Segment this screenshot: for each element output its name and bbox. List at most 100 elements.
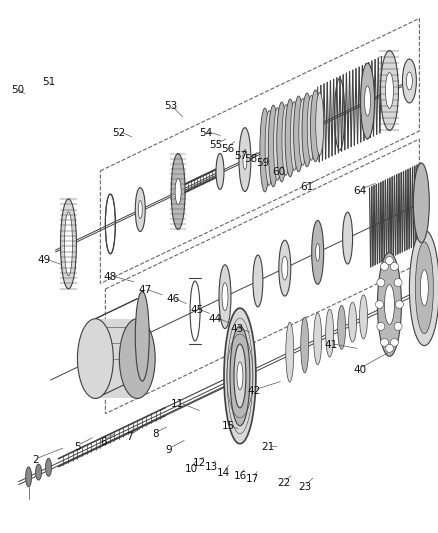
Circle shape [385,344,392,352]
Text: 43: 43 [230,324,243,334]
Text: 46: 46 [166,294,180,304]
Text: 10: 10 [184,464,197,474]
Text: 21: 21 [261,442,274,452]
Ellipse shape [219,265,230,328]
Ellipse shape [233,344,245,408]
Circle shape [376,279,384,287]
Ellipse shape [268,105,278,187]
Text: 22: 22 [277,478,290,488]
Text: 61: 61 [300,182,313,192]
Text: 55: 55 [209,140,222,150]
Text: 44: 44 [208,313,221,324]
Text: 42: 42 [247,386,261,397]
Ellipse shape [35,464,42,480]
Ellipse shape [337,305,345,349]
Circle shape [389,263,398,270]
Text: 64: 64 [352,186,365,196]
Ellipse shape [380,51,398,131]
Ellipse shape [281,104,289,175]
Ellipse shape [273,108,281,180]
Ellipse shape [222,282,227,311]
Ellipse shape [315,92,323,155]
Text: 57: 57 [233,151,247,161]
Text: 59: 59 [255,158,268,168]
Ellipse shape [300,317,308,373]
Ellipse shape [307,95,314,160]
Circle shape [395,301,403,309]
Circle shape [374,301,383,309]
Ellipse shape [281,256,287,280]
Text: 49: 49 [38,255,51,265]
Text: 58: 58 [244,154,257,164]
Text: 17: 17 [245,474,258,484]
Text: 41: 41 [324,340,337,350]
Ellipse shape [278,240,290,296]
Ellipse shape [77,319,113,399]
Ellipse shape [315,244,319,261]
Text: 15: 15 [221,421,234,431]
Circle shape [393,279,401,287]
Text: 6: 6 [100,437,106,447]
Ellipse shape [265,111,272,185]
Ellipse shape [135,292,149,381]
Text: 9: 9 [166,445,172,455]
Circle shape [389,338,398,346]
Ellipse shape [242,150,246,169]
Ellipse shape [60,199,76,289]
Ellipse shape [276,102,286,182]
Text: 45: 45 [190,305,203,315]
Circle shape [380,263,388,270]
Ellipse shape [360,63,374,139]
Ellipse shape [259,108,269,192]
Text: 14: 14 [217,467,230,478]
Ellipse shape [406,72,411,90]
Ellipse shape [230,326,249,426]
Ellipse shape [135,188,145,231]
Text: 52: 52 [112,127,125,138]
Ellipse shape [413,163,428,243]
Ellipse shape [342,212,352,264]
Text: 50: 50 [11,85,24,95]
Text: 12: 12 [193,458,206,468]
Ellipse shape [325,309,333,357]
Text: 16: 16 [233,471,247,481]
Text: 2: 2 [32,455,39,465]
Circle shape [393,322,401,330]
Ellipse shape [420,270,427,306]
Ellipse shape [223,308,255,443]
Ellipse shape [119,319,155,399]
Ellipse shape [215,154,223,189]
Text: 60: 60 [272,167,285,177]
Ellipse shape [285,99,294,177]
Text: 8: 8 [152,429,159,439]
Ellipse shape [402,59,415,103]
Text: 56: 56 [220,143,233,154]
Ellipse shape [285,322,293,382]
Ellipse shape [310,90,320,161]
Text: 7: 7 [126,432,133,441]
Ellipse shape [385,72,392,108]
Ellipse shape [348,302,356,342]
Text: 54: 54 [198,127,212,138]
Ellipse shape [171,154,185,229]
Text: 23: 23 [297,482,311,492]
Ellipse shape [293,96,303,172]
Text: 5: 5 [74,442,81,452]
Text: 11: 11 [171,399,184,409]
Text: 48: 48 [103,272,117,282]
Text: 47: 47 [138,285,152,295]
Circle shape [385,256,392,264]
Circle shape [380,338,388,346]
Text: 51: 51 [42,77,55,86]
Ellipse shape [175,179,181,205]
Text: 40: 40 [352,365,365,375]
Ellipse shape [313,313,321,365]
Ellipse shape [409,230,438,345]
Ellipse shape [359,295,367,339]
Ellipse shape [290,102,298,171]
Ellipse shape [25,467,32,487]
Ellipse shape [384,285,394,325]
Ellipse shape [377,253,400,357]
Ellipse shape [414,242,432,334]
Ellipse shape [298,99,306,165]
